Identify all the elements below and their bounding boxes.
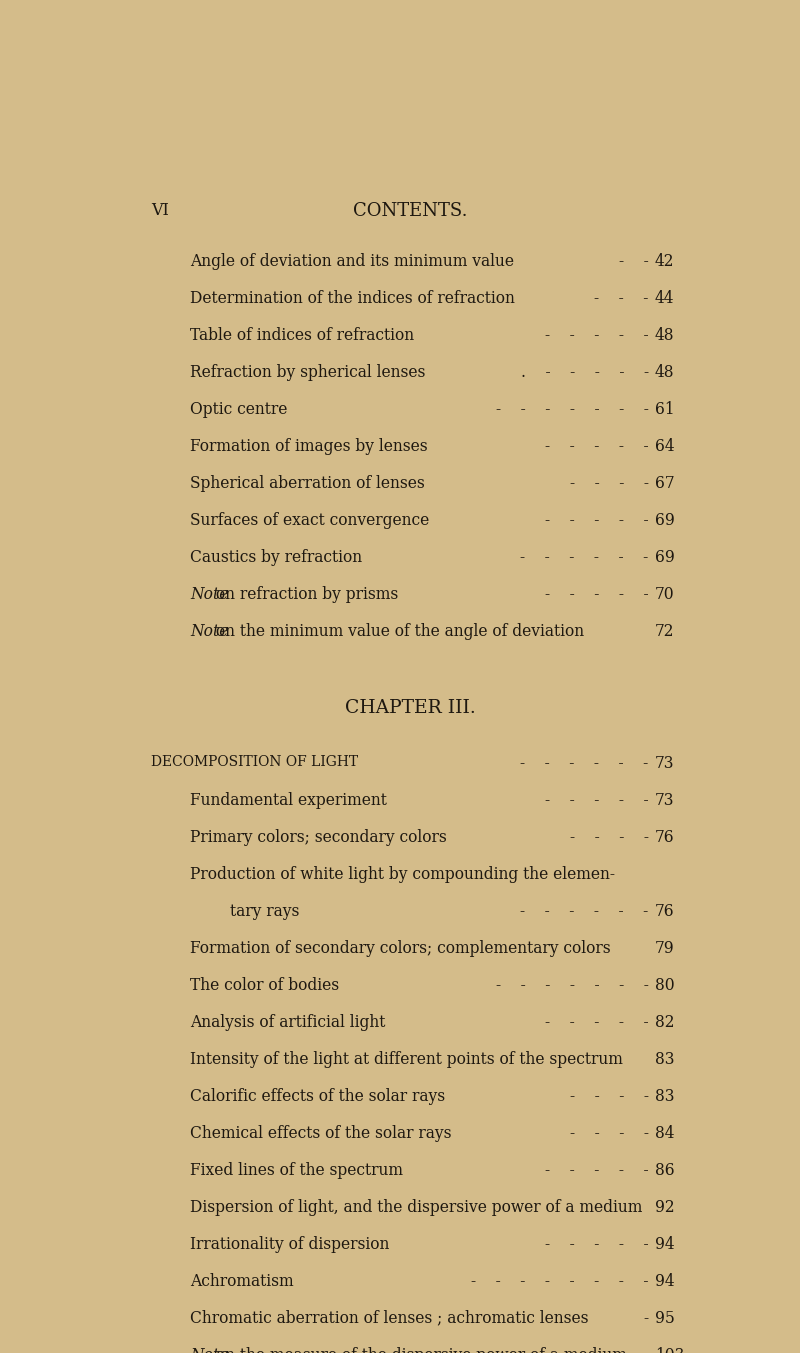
Text: -    -    -    -    -    -    -: - - - - - - - [496, 977, 649, 994]
Text: 94: 94 [655, 1273, 674, 1289]
Text: 103: 103 [655, 1346, 684, 1353]
Text: -    -: - - [619, 253, 649, 271]
Text: on refraction by prisms: on refraction by prisms [210, 586, 398, 603]
Text: -    -    -    -    -: - - - - - [545, 1013, 649, 1031]
Text: Primary colors; secondary colors: Primary colors; secondary colors [190, 829, 446, 846]
Text: 69: 69 [655, 549, 674, 566]
Text: Optic centre: Optic centre [190, 400, 287, 418]
Text: Surfaces of exact convergence: Surfaces of exact convergence [190, 511, 429, 529]
Text: 83: 83 [655, 1088, 674, 1105]
Text: 95: 95 [655, 1310, 674, 1327]
Text: Note: Note [190, 586, 228, 603]
Text: 73: 73 [655, 792, 674, 809]
Text: Dispersion of light, and the dispersive power of a medium: Dispersion of light, and the dispersive … [190, 1199, 642, 1216]
Text: Formation of images by lenses: Formation of images by lenses [190, 438, 427, 455]
Text: Achromatism: Achromatism [190, 1273, 294, 1289]
Text: -    -    -    -    -    -: - - - - - - [521, 902, 649, 920]
Text: on the minimum value of the angle of deviation: on the minimum value of the angle of dev… [210, 622, 584, 640]
Text: 86: 86 [655, 1162, 674, 1178]
Text: -    -    -    -    -    -    -: - - - - - - - [496, 400, 649, 418]
Text: -    -    -    -    -: - - - - - [545, 511, 649, 529]
Text: 82: 82 [655, 1013, 674, 1031]
Text: Caustics by refraction: Caustics by refraction [190, 549, 362, 566]
Text: 48: 48 [655, 327, 674, 344]
Text: 69: 69 [655, 511, 674, 529]
Text: -    -    -    -    -    -    -    -: - - - - - - - - [471, 1273, 649, 1289]
Text: 76: 76 [655, 829, 674, 846]
Text: Irrationality of dispersion: Irrationality of dispersion [190, 1235, 390, 1253]
Text: 83: 83 [655, 1051, 674, 1068]
Text: 94: 94 [655, 1235, 674, 1253]
Text: 92: 92 [655, 1199, 674, 1216]
Text: -    -    -    -    -    -: - - - - - - [521, 755, 649, 773]
Text: -    -    -    -: - - - - [570, 1088, 649, 1105]
Text: Table of indices of refraction: Table of indices of refraction [190, 327, 414, 344]
Text: 84: 84 [655, 1124, 674, 1142]
Text: Fundamental experiment: Fundamental experiment [190, 792, 386, 809]
Text: 42: 42 [655, 253, 674, 271]
Text: -    -    -    -    -: - - - - - [545, 327, 649, 344]
Text: 64: 64 [655, 438, 674, 455]
Text: Intensity of the light at different points of the spectrum: Intensity of the light at different poin… [190, 1051, 622, 1068]
Text: Determination of the indices of refraction: Determination of the indices of refracti… [190, 290, 514, 307]
Text: 44: 44 [655, 290, 674, 307]
Text: Chromatic aberration of lenses ; achromatic lenses: Chromatic aberration of lenses ; achroma… [190, 1310, 588, 1327]
Text: -    -    -    -    -: - - - - - [545, 586, 649, 603]
Text: -    -    -    -    -    -: - - - - - - [521, 549, 649, 566]
Text: CONTENTS.: CONTENTS. [353, 202, 467, 221]
Text: Production of white light by compounding the elemen-: Production of white light by compounding… [190, 866, 615, 884]
Text: Calorific effects of the solar rays: Calorific effects of the solar rays [190, 1088, 445, 1105]
Text: 72: 72 [655, 622, 674, 640]
Text: -    -    -    -    -: - - - - - [545, 438, 649, 455]
Text: 67: 67 [655, 475, 674, 492]
Text: Note: Note [190, 1346, 228, 1353]
Text: 48: 48 [655, 364, 674, 382]
Text: -    -    -    -: - - - - [570, 1124, 649, 1142]
Text: -    -    -    -: - - - - [570, 475, 649, 492]
Text: The color of bodies: The color of bodies [190, 977, 339, 994]
Text: CHAPTER III.: CHAPTER III. [345, 700, 475, 717]
Text: 76: 76 [655, 902, 674, 920]
Text: 79: 79 [655, 940, 674, 957]
Text: 80: 80 [655, 977, 674, 994]
Text: Angle of deviation and its minimum value: Angle of deviation and its minimum value [190, 253, 514, 271]
Text: on the measure of the dispersive power of a medium: on the measure of the dispersive power o… [210, 1346, 626, 1353]
Text: Chemical effects of the solar rays: Chemical effects of the solar rays [190, 1124, 451, 1142]
Text: Refraction by spherical lenses: Refraction by spherical lenses [190, 364, 426, 382]
Text: tary rays: tary rays [230, 902, 299, 920]
Text: Formation of secondary colors; complementary colors: Formation of secondary colors; complemen… [190, 940, 610, 957]
Text: -    -    -    -    -: - - - - - [545, 792, 649, 809]
Text: VI: VI [151, 202, 169, 219]
Text: 73: 73 [655, 755, 674, 773]
Text: Analysis of artificial light: Analysis of artificial light [190, 1013, 386, 1031]
Text: -    -    -: - - - [594, 290, 649, 307]
Text: .    -    -    -    -    -: . - - - - - [521, 364, 649, 382]
Text: Note: Note [190, 622, 228, 640]
Text: 70: 70 [655, 586, 674, 603]
Text: -    -    -    -    -: - - - - - [545, 1235, 649, 1253]
Text: Spherical aberration of lenses: Spherical aberration of lenses [190, 475, 425, 492]
Text: 61: 61 [655, 400, 674, 418]
Text: -: - [643, 1310, 649, 1327]
Text: DECOMPOSITION OF LIGHT: DECOMPOSITION OF LIGHT [151, 755, 358, 769]
Text: -    -    -    -    -: - - - - - [545, 1162, 649, 1178]
Text: Fixed lines of the spectrum: Fixed lines of the spectrum [190, 1162, 403, 1178]
Text: -    -    -    -: - - - - [570, 829, 649, 846]
